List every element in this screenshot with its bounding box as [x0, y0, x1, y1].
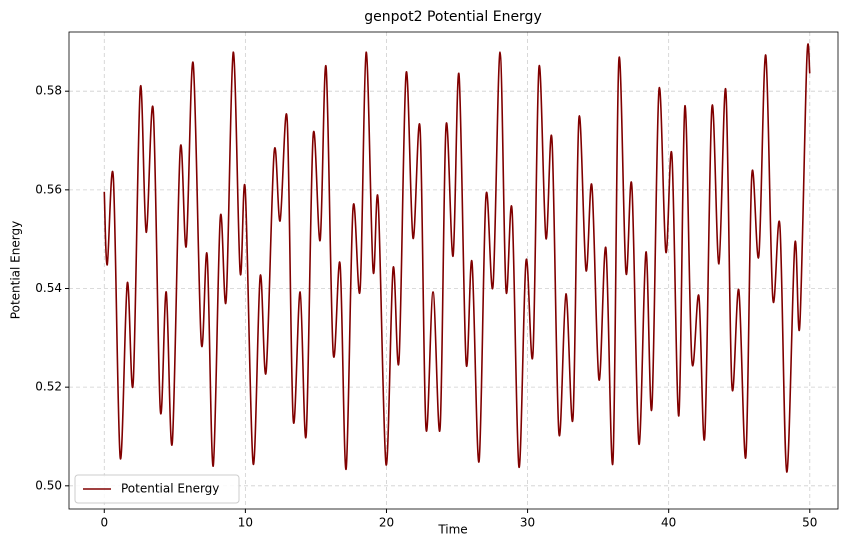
x-tick-label: 50: [802, 516, 817, 530]
legend-box: [74, 474, 240, 504]
legend-label: Potential Energy: [121, 482, 219, 496]
plot-frame: [68, 31, 839, 510]
data-line: [103, 43, 811, 473]
x-tick-label: 40: [661, 516, 676, 530]
x-tick-label: 30: [520, 516, 535, 530]
y-tick-label: 0.58: [35, 84, 62, 98]
x-axis-label: Time: [437, 523, 467, 537]
y-axis-label: Potential Energy: [9, 221, 23, 319]
chart-title: genpot2 Potential Energy: [364, 9, 541, 25]
x-tick-label: 0: [100, 516, 108, 530]
y-tick-label: 0.54: [35, 281, 62, 295]
y-tick-label: 0.56: [35, 182, 62, 196]
y-tick-label: 0.52: [35, 380, 62, 394]
x-tick-label: 20: [379, 516, 394, 530]
x-tick-label: 10: [238, 516, 253, 530]
y-tick-label: 0.50: [35, 478, 62, 492]
